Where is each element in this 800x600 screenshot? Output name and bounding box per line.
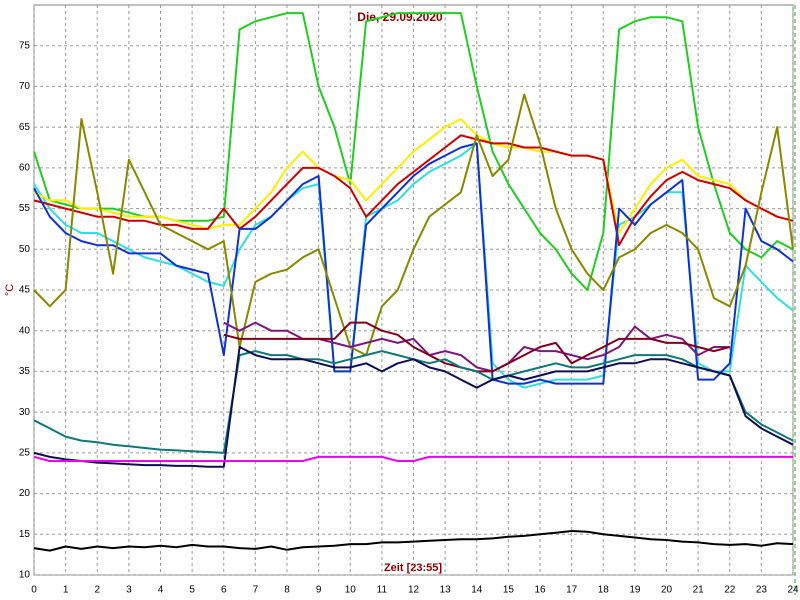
x-tick-label: 3 <box>126 585 132 596</box>
y-tick-label: 20 <box>19 488 31 499</box>
y-tick-label: 10 <box>19 570 31 581</box>
x-tick-label: 23 <box>756 585 768 596</box>
y-tick-label: 15 <box>19 529 31 540</box>
x-tick-label: 5 <box>189 585 195 596</box>
y-tick-label: 75 <box>19 40 31 51</box>
x-tick-label: 12 <box>408 585 420 596</box>
x-tick-label: 4 <box>158 585 164 596</box>
y-tick-label: 50 <box>19 244 31 255</box>
x-tick-label: 7 <box>253 585 259 596</box>
y-tick-label: 45 <box>19 285 31 296</box>
y-tick-label: 70 <box>19 81 31 92</box>
series-line <box>33 142 794 385</box>
x-tick-label: 10 <box>345 585 357 596</box>
y-tick-label: 65 <box>19 122 31 133</box>
x-tick-label: 24 <box>787 585 799 596</box>
x-tick-label: 11 <box>377 585 388 596</box>
series-line <box>33 530 794 552</box>
x-axis-label: Zeit [23:55] <box>384 562 442 574</box>
x-tick-label: 2 <box>94 585 100 596</box>
x-tick-label: 15 <box>503 585 515 596</box>
y-axis-label: °C <box>4 284 16 296</box>
x-tick-label: 14 <box>471 585 483 596</box>
y-tick-label: 25 <box>19 447 31 458</box>
series-line <box>33 455 793 462</box>
series-line <box>33 118 794 234</box>
x-tick-label: 0 <box>31 585 37 596</box>
x-tick-label: 1 <box>63 585 69 596</box>
y-tick-label: 30 <box>19 407 31 418</box>
y-tick-label: 60 <box>19 162 31 173</box>
x-tick-label: 9 <box>316 585 322 596</box>
x-tick-label: 13 <box>440 585 452 596</box>
x-tick-label: 21 <box>693 585 705 596</box>
y-tick-label: 40 <box>19 325 31 336</box>
series-line <box>33 346 794 468</box>
y-tick-label: 55 <box>19 203 31 214</box>
x-tick-label: 20 <box>661 585 673 596</box>
x-tick-label: 19 <box>629 585 641 596</box>
x-tick-label: 16 <box>534 585 546 596</box>
series-line <box>33 93 794 357</box>
x-tick-label: 17 <box>566 585 578 596</box>
x-tick-label: 8 <box>284 585 290 596</box>
x-tick-label: 6 <box>221 585 227 596</box>
x-tick-label: 22 <box>724 585 736 596</box>
y-tick-label: 35 <box>19 366 31 377</box>
x-tick-label: 18 <box>598 585 610 596</box>
